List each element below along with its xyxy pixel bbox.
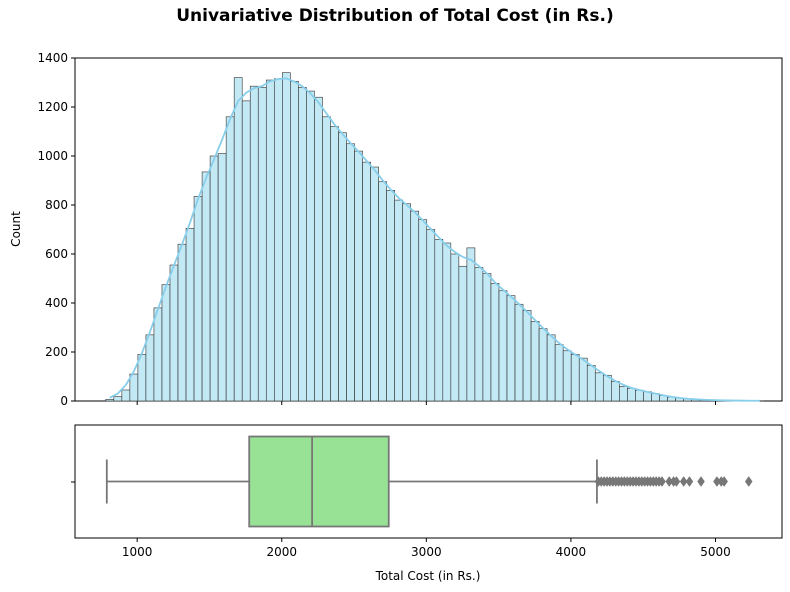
hist-bar xyxy=(418,219,428,402)
box-iqr xyxy=(248,435,390,528)
hist-bar xyxy=(538,328,548,402)
y-axis-label: Count xyxy=(9,211,23,247)
hist-bar xyxy=(530,321,540,402)
hist-bar xyxy=(458,265,468,402)
hist-bar xyxy=(562,350,572,402)
hist-bar xyxy=(161,284,171,402)
hist-bar xyxy=(378,181,387,402)
hist-bar xyxy=(177,243,187,402)
hist-bar xyxy=(514,303,524,402)
y-tick-label: 400 xyxy=(45,296,68,310)
box-outlier xyxy=(685,476,694,487)
hist-bar xyxy=(282,72,291,402)
hist-bar xyxy=(185,227,195,402)
x-tick-label: 4000 xyxy=(556,545,587,559)
hist-bar xyxy=(145,334,155,402)
hist-bar xyxy=(627,387,636,402)
y-tick-label: 1200 xyxy=(37,100,68,114)
hist-bar xyxy=(410,210,420,402)
hist-bar xyxy=(129,373,139,402)
hist-bar xyxy=(578,357,588,402)
hist-bar xyxy=(466,247,476,402)
x-tick-label: 2000 xyxy=(266,545,297,559)
hist-bar xyxy=(330,126,339,402)
hist-bar xyxy=(362,161,371,402)
hist-bars xyxy=(105,72,765,402)
hist-bar xyxy=(354,150,363,402)
hist-bar xyxy=(490,283,500,402)
hist-bar xyxy=(121,389,131,402)
hist-bar xyxy=(450,253,460,402)
hist-bar xyxy=(113,396,123,402)
hist-x-ticks xyxy=(136,401,716,405)
hist-bar xyxy=(225,116,235,402)
chart-title: Univariative Distribution of Total Cost … xyxy=(176,6,614,26)
hist-bar xyxy=(233,77,243,402)
hist-bar xyxy=(611,381,620,402)
hist-bar xyxy=(434,239,444,402)
x-tick-label: 5000 xyxy=(700,545,731,559)
y-tick-label: 1400 xyxy=(37,51,68,65)
hist-bar xyxy=(594,372,604,402)
hist-bar xyxy=(570,354,580,402)
hist-bar xyxy=(193,196,203,402)
hist-bar xyxy=(105,398,115,402)
hist-bar xyxy=(346,143,355,402)
hist-bar xyxy=(265,79,275,402)
hist-bar xyxy=(522,310,532,402)
hist-bar xyxy=(402,203,412,402)
hist-bar xyxy=(306,90,315,402)
boxplot xyxy=(105,435,753,528)
box-outlier xyxy=(720,476,728,487)
hist-bar xyxy=(619,385,628,402)
x-tick-label: 3000 xyxy=(411,545,442,559)
box-outlier xyxy=(658,476,666,487)
y-tick-label: 800 xyxy=(45,198,68,212)
hist-bar xyxy=(442,242,452,402)
hist-bar xyxy=(201,171,211,402)
box-x-ticks: 1000 2000 3000 4000 5000 xyxy=(122,538,731,559)
y-tick-label: 600 xyxy=(45,247,68,261)
hist-bar xyxy=(474,267,484,402)
box-outlier xyxy=(672,476,681,487)
hist-bar xyxy=(370,166,379,402)
hist-bar xyxy=(386,190,395,402)
hist-bar xyxy=(322,116,331,402)
box-outlier xyxy=(697,476,705,487)
hist-bar xyxy=(635,389,644,402)
hist-bar xyxy=(169,264,179,402)
hist-y-ticks: 0 200 400 600 800 1000 1200 1400 xyxy=(37,51,75,408)
hist-bar xyxy=(290,80,299,402)
hist-bar xyxy=(554,344,564,402)
hist-bar xyxy=(546,334,556,402)
hist-bar xyxy=(249,85,259,402)
hist-bar xyxy=(394,199,403,402)
hist-bar xyxy=(586,365,596,402)
hist-bar xyxy=(482,273,492,402)
hist-bar xyxy=(273,78,283,402)
hist-bar xyxy=(506,295,516,402)
hist-bar xyxy=(602,374,612,402)
box-outlier xyxy=(744,476,753,487)
hist-bar xyxy=(153,307,163,402)
hist-bar xyxy=(314,96,323,402)
y-tick-label: 200 xyxy=(45,345,68,359)
hist-bar xyxy=(298,87,307,402)
x-tick-label: 1000 xyxy=(122,545,153,559)
hist-bar xyxy=(241,100,251,402)
hist-bar xyxy=(217,153,227,402)
y-tick-label: 0 xyxy=(60,394,68,408)
hist-bar xyxy=(338,132,347,402)
hist-bar xyxy=(209,155,219,402)
hist-bar xyxy=(498,290,508,402)
hist-bar xyxy=(257,87,267,402)
x-axis-label: Total Cost (in Rs.) xyxy=(375,569,481,583)
box-outlier xyxy=(679,476,688,487)
y-tick-label: 1000 xyxy=(37,149,68,163)
kde-curve xyxy=(109,77,760,402)
hist-bar xyxy=(426,229,436,402)
